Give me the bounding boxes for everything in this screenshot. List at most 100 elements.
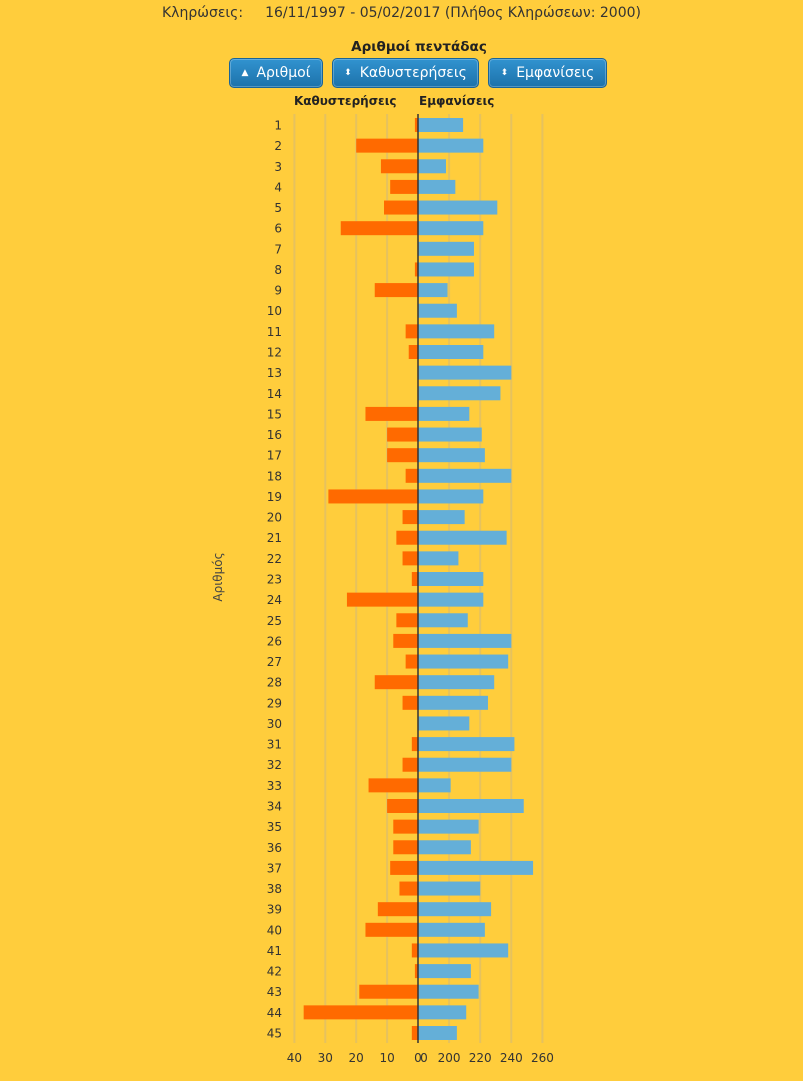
appearance-bar	[418, 840, 471, 855]
category-label: 17	[267, 449, 282, 463]
category-label: 2	[274, 139, 282, 153]
appearance-bar	[418, 984, 479, 999]
delay-bar	[411, 572, 418, 586]
category-label: 42	[267, 965, 282, 979]
category-label: 43	[267, 985, 282, 999]
category-label: 45	[267, 1027, 282, 1041]
appearance-bar	[418, 345, 484, 359]
category-label: 44	[267, 1006, 282, 1020]
category-label: 36	[267, 841, 282, 855]
delay-bar	[402, 695, 418, 710]
category-label: 13	[267, 366, 282, 380]
delay-bar	[411, 1026, 418, 1040]
appearance-bar	[418, 881, 481, 896]
appearance-bar	[418, 654, 509, 669]
category-label: 15	[267, 407, 282, 421]
appearance-bar	[418, 695, 488, 710]
appearance-bar	[418, 757, 512, 772]
delay-bar	[393, 819, 418, 834]
category-label: 39	[267, 903, 282, 917]
category-label: 6	[274, 222, 282, 236]
category-label: 1	[274, 119, 282, 133]
delay-bar	[356, 138, 418, 153]
category-label: 25	[267, 614, 282, 628]
x-tick-label: 200	[438, 1051, 461, 1065]
delay-bar	[405, 654, 418, 669]
appearance-bar	[418, 510, 465, 525]
appearance-bar	[418, 159, 446, 174]
category-label: 8	[274, 263, 282, 277]
delay-bar	[387, 427, 418, 442]
category-label: 37	[267, 861, 282, 875]
appearance-bar	[418, 118, 464, 132]
x-tick-label: 0	[414, 1051, 422, 1065]
delay-bar	[414, 964, 418, 979]
delay-bar	[402, 551, 418, 566]
appearance-bar	[418, 386, 501, 401]
sort-both-icon: ⬍	[344, 67, 352, 78]
sort-by-delays-label: Καθυστερήσεις	[359, 65, 467, 81]
delay-bar	[402, 757, 418, 772]
appearance-bar	[418, 819, 479, 834]
category-label: 32	[267, 758, 282, 772]
category-label: 5	[274, 201, 282, 215]
category-label: 29	[267, 696, 282, 710]
delay-bar	[384, 200, 418, 215]
category-label: 28	[267, 676, 282, 690]
delay-bar	[402, 510, 418, 525]
category-label: 7	[274, 242, 282, 256]
sort-by-appearances-button[interactable]: ⬍ Εμφανίσεις	[488, 58, 607, 88]
x-tick-label: 40	[287, 1051, 302, 1065]
delay-bar	[390, 860, 418, 875]
appearance-bar	[418, 551, 459, 566]
appearance-bar	[418, 572, 484, 586]
sort-by-delays-button[interactable]: ⬍ Καθυστερήσεις	[332, 58, 479, 88]
appearance-bar	[418, 922, 485, 937]
delay-bar	[414, 262, 418, 277]
draws-info: Κληρώσεις: 16/11/1997 - 05/02/2017 (Πλήθο…	[0, 5, 803, 21]
category-label: 31	[267, 738, 282, 752]
category-label: 24	[267, 593, 282, 607]
appearance-bar	[418, 427, 482, 442]
appearance-bar	[418, 262, 474, 277]
appearance-bar	[418, 221, 484, 236]
category-label: 4	[274, 180, 282, 194]
category-label: 10	[267, 304, 282, 318]
category-label: 19	[267, 490, 282, 504]
category-label: 18	[267, 469, 282, 483]
delay-bar	[365, 922, 418, 937]
delay-bar	[374, 283, 418, 298]
delay-bar	[399, 881, 418, 896]
sort-by-number-label: Αριθμοί	[256, 65, 311, 81]
category-label: 35	[267, 820, 282, 834]
appearances-header: Εμφανίσεις	[419, 94, 495, 108]
appearance-bar	[418, 324, 495, 339]
x-tick-label: 10	[379, 1051, 394, 1065]
delay-bar	[368, 778, 418, 793]
sort-by-number-button[interactable]: ▲ Αριθμοί	[229, 58, 323, 88]
delay-bar	[387, 448, 418, 463]
category-label: 21	[267, 531, 282, 545]
delay-bar	[374, 675, 418, 690]
delay-bar	[414, 118, 418, 132]
delay-bar	[377, 902, 418, 917]
x-tick-label: 20	[349, 1051, 364, 1065]
delay-bar	[365, 406, 418, 421]
category-label: 23	[267, 573, 282, 587]
appearance-bar	[418, 1026, 457, 1040]
appearance-bar	[418, 943, 509, 958]
delay-bar	[405, 324, 418, 339]
category-label: 41	[267, 944, 282, 958]
x-tick-label: 240	[500, 1051, 523, 1065]
delay-bar	[411, 737, 418, 752]
category-label: 20	[267, 511, 282, 525]
delay-bar	[346, 592, 418, 607]
delay-bar	[387, 799, 418, 813]
delay-bar	[396, 613, 418, 628]
category-label: 40	[267, 923, 282, 937]
appearance-bar	[418, 179, 456, 194]
appearance-bar	[418, 902, 492, 917]
appearance-bar	[418, 448, 485, 463]
appearance-bar	[418, 303, 457, 318]
appearance-bar	[418, 737, 515, 752]
